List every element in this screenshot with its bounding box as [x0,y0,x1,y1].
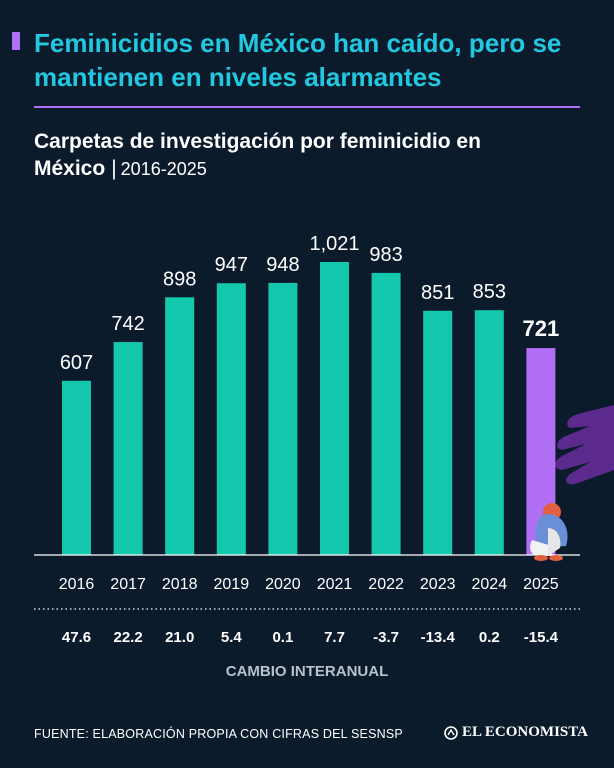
change-value-2021: 7.7 [324,629,345,646]
year-label-2022: 2022 [368,576,404,593]
source-note: FUENTE: ELABORACIÓN PROPIA CON CIFRAS DE… [34,727,403,741]
bar-2018 [165,297,195,555]
year-label-2018: 2018 [162,576,198,593]
headline: Feminicidios en México han caído, pero s… [34,28,562,92]
value-label-2016: 607 [60,352,93,374]
year-label-2016: 2016 [59,576,95,593]
year-label-2020: 2020 [265,576,301,593]
headline-divider [34,106,580,108]
value-label-2021: 1,021 [309,233,359,255]
change-value-2020: 0.1 [272,629,293,646]
change-value-2024: 0.2 [479,629,500,646]
value-label-2025: 721 [523,316,560,341]
change-value-2023: -13.4 [421,629,456,646]
year-label-2021: 2021 [317,576,353,593]
bar-2024 [474,310,504,555]
change-row-label: CAMBIO INTERANUAL [225,663,389,680]
chart-title: Carpetas de investigación por feminicidi… [34,128,574,183]
bar-2021 [320,262,349,555]
change-value-2019: 5.4 [221,629,243,646]
year-label-2024: 2024 [472,576,508,593]
purple-hand-illustration [555,405,614,485]
value-label-2024: 853 [473,281,506,303]
bar-chart: 607 742 898 947 948 1,021 983 851 853 721 2016 201… [34,233,614,646]
change-value-2025: -15.4 [524,629,559,646]
bar-2016 [62,380,91,555]
value-label-2023: 851 [421,282,454,304]
brand-logo: EL ECONOMISTA [444,724,588,741]
change-value-2016: 47.6 [62,629,91,646]
change-value-2018: 21.0 [165,629,194,646]
chart-title-years: 2016-2025 [120,159,207,179]
value-label-2018: 898 [163,268,196,290]
change-value-2017: 22.2 [113,629,142,646]
bar-2017 [113,342,143,555]
brand-name: EL ECONOMISTA [462,724,588,740]
headline-accent-bar [12,32,20,50]
year-label-2019: 2019 [214,576,250,593]
bar-2022 [371,272,401,555]
chart-title-main: Carpetas de investigación por feminicidi… [34,130,481,180]
bar-2020 [268,282,298,555]
chart-title-separator: | [111,157,117,180]
year-label-2023: 2023 [420,576,456,593]
year-label-2017: 2017 [110,576,146,593]
value-label-2022: 983 [369,244,402,266]
value-label-2019: 947 [215,254,248,276]
bar-2023 [423,310,453,555]
brand-logo-icon [444,725,458,740]
change-value-2022: -3.7 [373,629,399,646]
value-label-2017: 742 [111,313,144,335]
value-label-2020: 948 [266,254,299,276]
woman-sitting-illustration [530,503,568,561]
bar-2019 [216,283,246,555]
year-label-2025: 2025 [523,576,559,593]
